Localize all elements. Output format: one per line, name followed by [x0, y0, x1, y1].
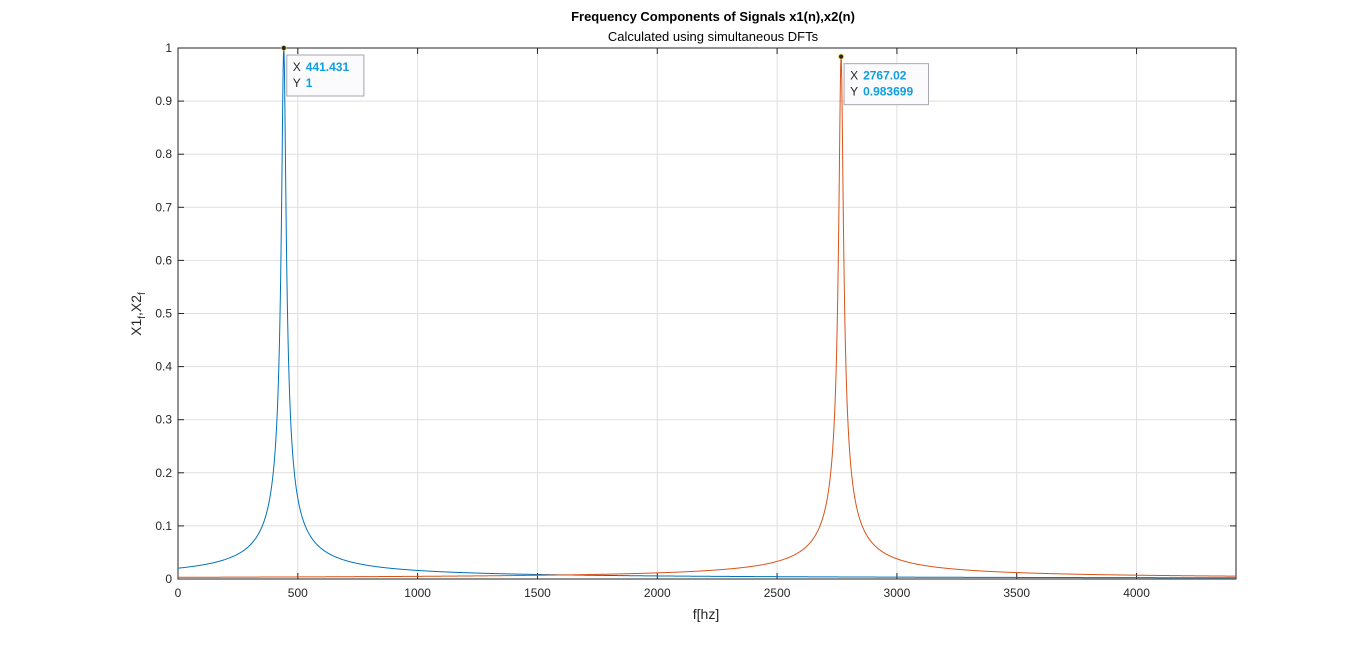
y-label-sub1: f: [137, 316, 148, 319]
x-tick-label: 0: [175, 586, 182, 600]
y-tick-label: 0.3: [155, 413, 172, 427]
y-tick-label: 0.9: [155, 94, 172, 108]
data-tip-y-value: 0.983699: [863, 85, 913, 99]
series-lines: [177, 47, 1237, 579]
y-tick-label: 0.2: [155, 466, 172, 480]
y-tick-label: 0.7: [155, 200, 172, 214]
y-label-x1: X1: [128, 319, 144, 336]
y-tick-label: 0.8: [155, 147, 172, 161]
y-label-x2: X2: [128, 295, 144, 312]
data-tip-1[interactable]: X 441.431 Y 1: [280, 45, 365, 97]
x-tick-label: 1500: [524, 586, 551, 600]
data-tip-x-value: 2767.02: [863, 69, 907, 83]
y-tick-label: 0.1: [155, 519, 172, 533]
y-tick-label: 0.6: [155, 253, 172, 267]
data-tip-box: [843, 63, 929, 106]
y-tick-label: 1: [165, 41, 172, 55]
x-tick-label: 1000: [404, 586, 431, 600]
y-tick-label: 0.4: [155, 360, 172, 374]
x-tick-label: 2500: [764, 586, 791, 600]
data-tip-marker: [838, 53, 844, 60]
x-tick-label: 500: [288, 586, 308, 600]
x-axis-label: f[hz]: [693, 606, 719, 622]
series-line-2: [178, 56, 1237, 578]
data-tip-y-key: Y: [293, 76, 301, 90]
grid-lines: [177, 47, 1236, 580]
chart-subtitle: Calculated using simultaneous DFTs: [608, 29, 819, 44]
y-tick-label: 0.5: [155, 307, 172, 321]
series-line-1: [177, 47, 1236, 579]
data-tip-x-key: X: [850, 69, 858, 83]
data-tip-y-key: Y: [850, 85, 858, 99]
y-axis-label: X1f,X2f: [128, 292, 148, 336]
y-label-sub2: f: [137, 292, 148, 295]
x-tick-label: 2000: [644, 586, 671, 600]
data-tip-x-key: X: [293, 60, 301, 74]
y-label-sep: ,: [128, 312, 144, 316]
chart-title: Frequency Components of Signals x1(n),x2…: [571, 9, 855, 24]
y-tick-label: 0: [165, 572, 172, 586]
data-tip-marker: [280, 45, 287, 51]
data-tip-2[interactable]: X 2767.02 Y 0.983699: [838, 53, 929, 106]
data-tip-y-value: 1: [306, 76, 313, 90]
data-tip-box: [286, 54, 365, 97]
x-tick-label: 3000: [884, 586, 911, 600]
x-tick-label: 3500: [1003, 586, 1030, 600]
axis-ticks: 0 500 1000 1500 2000 2500 3000 3500 4000 0 0.1 0.2 0…: [155, 41, 1236, 600]
x-tick-label: 4000: [1123, 586, 1150, 600]
data-tip-x-value: 441.431: [306, 60, 350, 74]
